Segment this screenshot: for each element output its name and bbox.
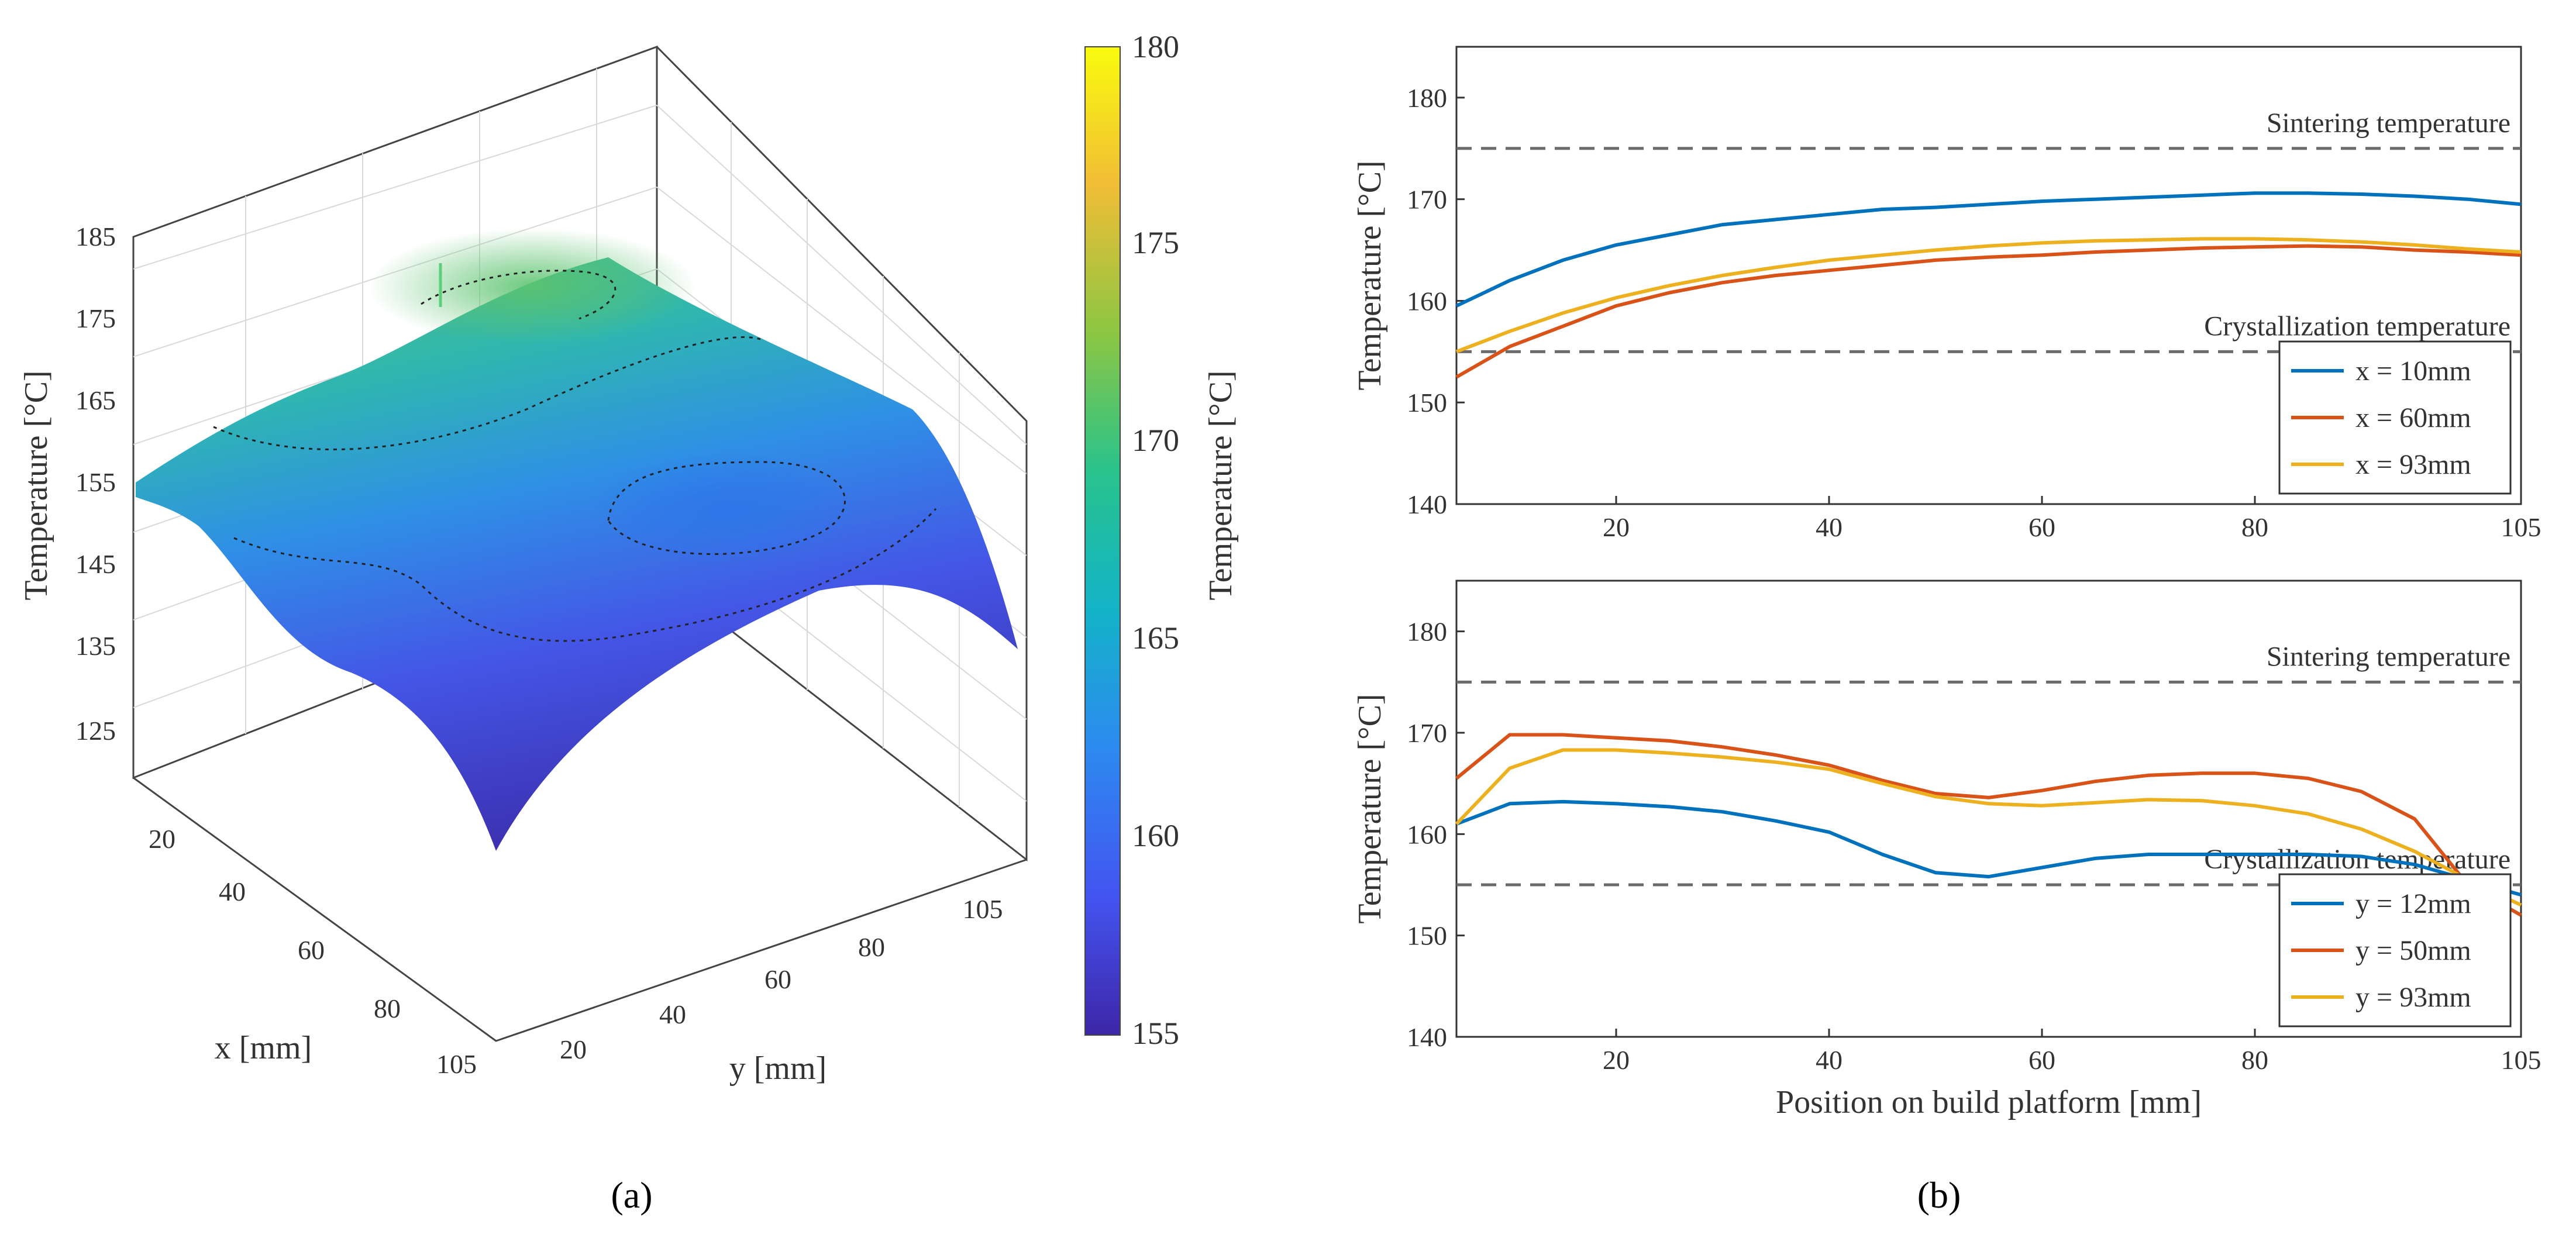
y-tick-label: 140	[1407, 1022, 1447, 1052]
z-tick: 185	[75, 222, 116, 251]
z-ticks: 125 135 145 155 165 175 185	[75, 222, 116, 746]
panel-label-b: (b)	[1917, 1174, 1961, 1216]
x-tick-label: 80	[2241, 1045, 2268, 1075]
y-tick-label: 160	[1407, 286, 1447, 316]
series-line-2	[1455, 733, 2522, 917]
reference-line-label: Crystallization temperature	[2204, 311, 2510, 342]
x-tick-label: 80	[2241, 512, 2268, 542]
x-tick-label: 105	[2501, 1045, 2541, 1075]
z-tick: 125	[75, 716, 116, 746]
x-tick-label: 60	[2029, 512, 2055, 542]
colorbar-gradient	[1084, 46, 1121, 1036]
y-axis-label: Temperature [°C]	[1352, 160, 1388, 390]
colorbar-tick: 155	[1132, 1016, 1179, 1051]
x-tick: 20	[149, 824, 175, 854]
y-axis-label: y [mm]	[729, 1050, 826, 1087]
series-line-3	[1455, 237, 2522, 354]
surface-panel: 125 135 145 155 165 175 185 Temperature …	[18, 45, 1028, 1087]
x-tick: 80	[374, 994, 401, 1023]
colorbar-ticks: 155 160 165 170 175 180	[1132, 29, 1179, 1051]
x-tick-label: 20	[1603, 1045, 1630, 1075]
reference-line-label: Sintering temperature	[2267, 641, 2510, 672]
x-tick: 60	[298, 935, 325, 965]
z-tick: 175	[75, 304, 116, 333]
y-tick: 105	[963, 894, 1003, 924]
x-tick-label: 105	[2501, 512, 2541, 542]
series-line-2	[1455, 244, 2522, 379]
x-tick: 40	[219, 877, 246, 906]
x-ticks: 20 40 60 80 105	[149, 824, 477, 1079]
x-tick-label: 60	[2029, 1045, 2055, 1075]
x-tick-label: 40	[1816, 1045, 1843, 1075]
series-line-3	[1455, 748, 2522, 907]
reference-line-label: Sintering temperature	[2267, 108, 2510, 139]
z-tick: 165	[75, 385, 116, 415]
temperature-surface	[136, 228, 1018, 851]
x-tick-label: 20	[1603, 512, 1630, 542]
y-tick-label: 170	[1407, 185, 1447, 215]
reference-line-label: Crystallization temperature	[2204, 844, 2510, 875]
colorbar-tick: 160	[1132, 818, 1179, 853]
y-tick: 20	[560, 1034, 587, 1064]
y-tick-label: 180	[1407, 83, 1447, 113]
legend-entry: y = 50mm	[2355, 935, 2471, 966]
x-tick-label: 40	[1816, 512, 1843, 542]
z-tick: 145	[75, 549, 116, 579]
y-tick-label: 150	[1407, 388, 1447, 418]
isotherm-contours	[213, 270, 937, 642]
colorbar-tick: 170	[1132, 423, 1179, 458]
y-tick: 80	[858, 932, 885, 962]
line-chart-bottom: 140 150 160 170 180 20 40 60 80 105 Temperature [°…	[1352, 580, 2541, 1120]
z-tick: 155	[75, 467, 116, 497]
z-axis-label: Temperature [°C]	[18, 370, 54, 600]
colorbar-tick: 175	[1132, 225, 1179, 260]
colorbar: 155 160 165 170 175 180 Temperature [°C]	[1084, 29, 1239, 1051]
series-line-1	[1455, 191, 2522, 308]
x-axis-label: x [mm]	[215, 1030, 312, 1066]
legend-entry: x = 93mm	[2355, 449, 2471, 480]
y-ticks: 20 40 60 80 105	[560, 894, 1003, 1064]
y-tick: 60	[764, 964, 791, 994]
y-tick-label: 160	[1407, 819, 1447, 849]
colorbar-tick: 180	[1132, 29, 1179, 64]
y-tick-label: 180	[1407, 617, 1447, 647]
y-axis-label: Temperature [°C]	[1352, 694, 1388, 923]
legend-entry: x = 10mm	[2355, 356, 2471, 387]
legend-entry: x = 60mm	[2355, 402, 2471, 433]
legend-entry: y = 93mm	[2355, 982, 2471, 1013]
colorbar-tick: 165	[1132, 620, 1179, 656]
panel-label-a: (a)	[611, 1174, 652, 1216]
y-tick-label: 150	[1407, 921, 1447, 951]
z-tick: 135	[75, 631, 116, 661]
series-line-1	[1455, 799, 2522, 897]
y-tick-label: 170	[1407, 718, 1447, 748]
x-tick: 105	[436, 1049, 477, 1079]
y-tick-label: 140	[1407, 489, 1447, 519]
legend-entry: y = 12mm	[2355, 888, 2471, 919]
y-tick: 40	[659, 999, 686, 1029]
colorbar-label: Temperature [°C]	[1203, 370, 1239, 600]
line-chart-top: 140 150 160 170 180 20 40 60 80 105 Temperature [°…	[1352, 46, 2541, 542]
x-axis-label: Position on build platform [mm]	[1776, 1084, 2202, 1120]
